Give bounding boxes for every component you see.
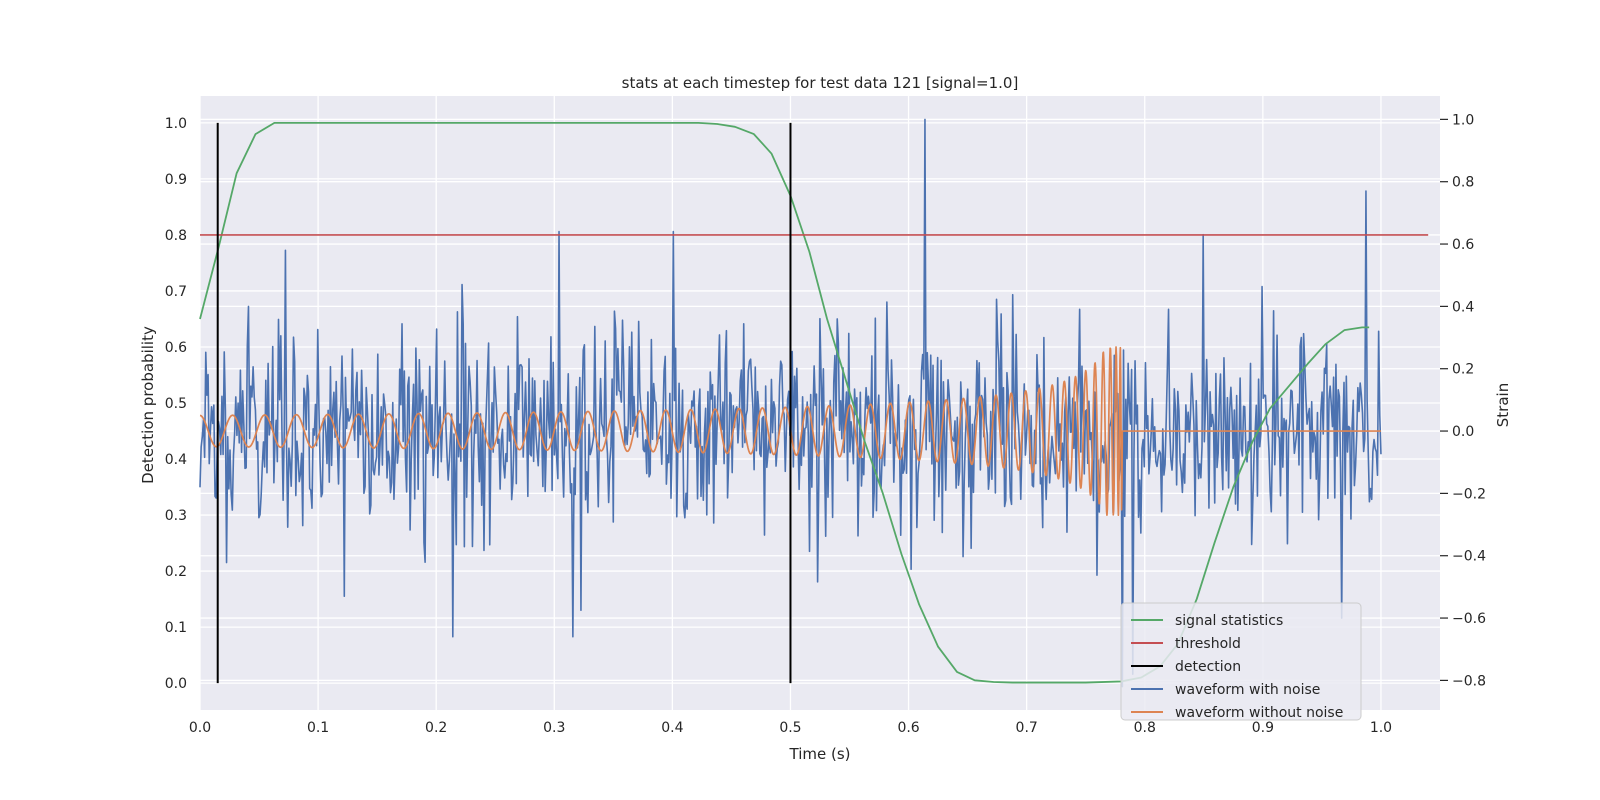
right-y-tick-label: 0.2 <box>1452 362 1474 378</box>
legend-label: detection <box>1175 659 1241 675</box>
right-y-tick-label: −0.8 <box>1452 673 1486 689</box>
series-layer <box>199 118 1429 688</box>
legend-label: waveform with noise <box>1175 682 1320 698</box>
legend-label: waveform without noise <box>1175 705 1343 721</box>
y-tick-label: 0.8 <box>165 228 187 244</box>
y-axis-label: Detection probability <box>139 326 157 484</box>
right-y-tick-label: 1.0 <box>1452 112 1474 128</box>
legend-box <box>1120 602 1362 721</box>
y-tick-labels: 0.0 0.1 0.2 0.3 0.4 0.5 0.6 0.7 0.8 0.9 1.0 <box>165 116 187 692</box>
x-tick-label: 0.7 <box>1016 720 1038 736</box>
x-tick-label: 1.0 <box>1370 720 1392 736</box>
right-y-tick-label: 0.4 <box>1452 299 1474 315</box>
x-tick-label: 0.2 <box>425 720 447 736</box>
right-y-tick-label: −0.4 <box>1452 549 1486 565</box>
x-tick-label: 0.5 <box>779 720 801 736</box>
right-y-axis-label: Strain <box>1494 383 1512 427</box>
x-tick-label: 0.1 <box>307 720 329 736</box>
y-tick-label: 0.2 <box>165 564 187 580</box>
x-tick-label: 0.8 <box>1134 720 1156 736</box>
x-tick-label: 0.3 <box>543 720 565 736</box>
x-tick-label: 0.4 <box>661 720 683 736</box>
x-axis-label: Time (s) <box>789 745 851 763</box>
y-tick-label: 0.9 <box>165 172 187 188</box>
right-y-tick-label: 0.8 <box>1452 175 1474 191</box>
y-tick-label: 0.6 <box>165 340 187 356</box>
legend: signal statistics threshold detection wavef… <box>1120 602 1362 721</box>
x-tick-labels: 0.0 0.1 0.2 0.3 0.4 0.5 0.6 0.7 0.8 0.9 1.0 <box>189 720 1392 736</box>
right-y-tick-labels: −0.8 −0.6 −0.4 −0.2 0.0 0.2 0.4 0.6 0.8 1.0 <box>1440 112 1486 689</box>
y-tick-label: 0.3 <box>165 508 187 524</box>
y-tick-label: 1.0 <box>165 116 187 132</box>
legend-label: threshold <box>1175 636 1241 652</box>
right-y-tick-label: −0.2 <box>1452 486 1486 502</box>
series-signal-statistics <box>199 121 1370 684</box>
legend-label: signal statistics <box>1175 613 1283 629</box>
right-y-tick-label: −0.6 <box>1452 611 1486 627</box>
x-tick-label: 0.6 <box>897 720 919 736</box>
y-tick-label: 0.5 <box>165 396 187 412</box>
chart-title: stats at each timestep for test data 121… <box>622 74 1019 92</box>
x-tick-label: 0.9 <box>1252 720 1274 736</box>
y-tick-label: 0.7 <box>165 284 187 300</box>
y-tick-label: 0.1 <box>165 620 187 636</box>
right-y-tick-label: 0.6 <box>1452 237 1474 253</box>
right-y-tick-label: 0.0 <box>1452 424 1474 440</box>
y-tick-label: 0.0 <box>165 676 187 692</box>
y-tick-label: 0.4 <box>165 452 187 468</box>
x-tick-label: 0.0 <box>189 720 211 736</box>
